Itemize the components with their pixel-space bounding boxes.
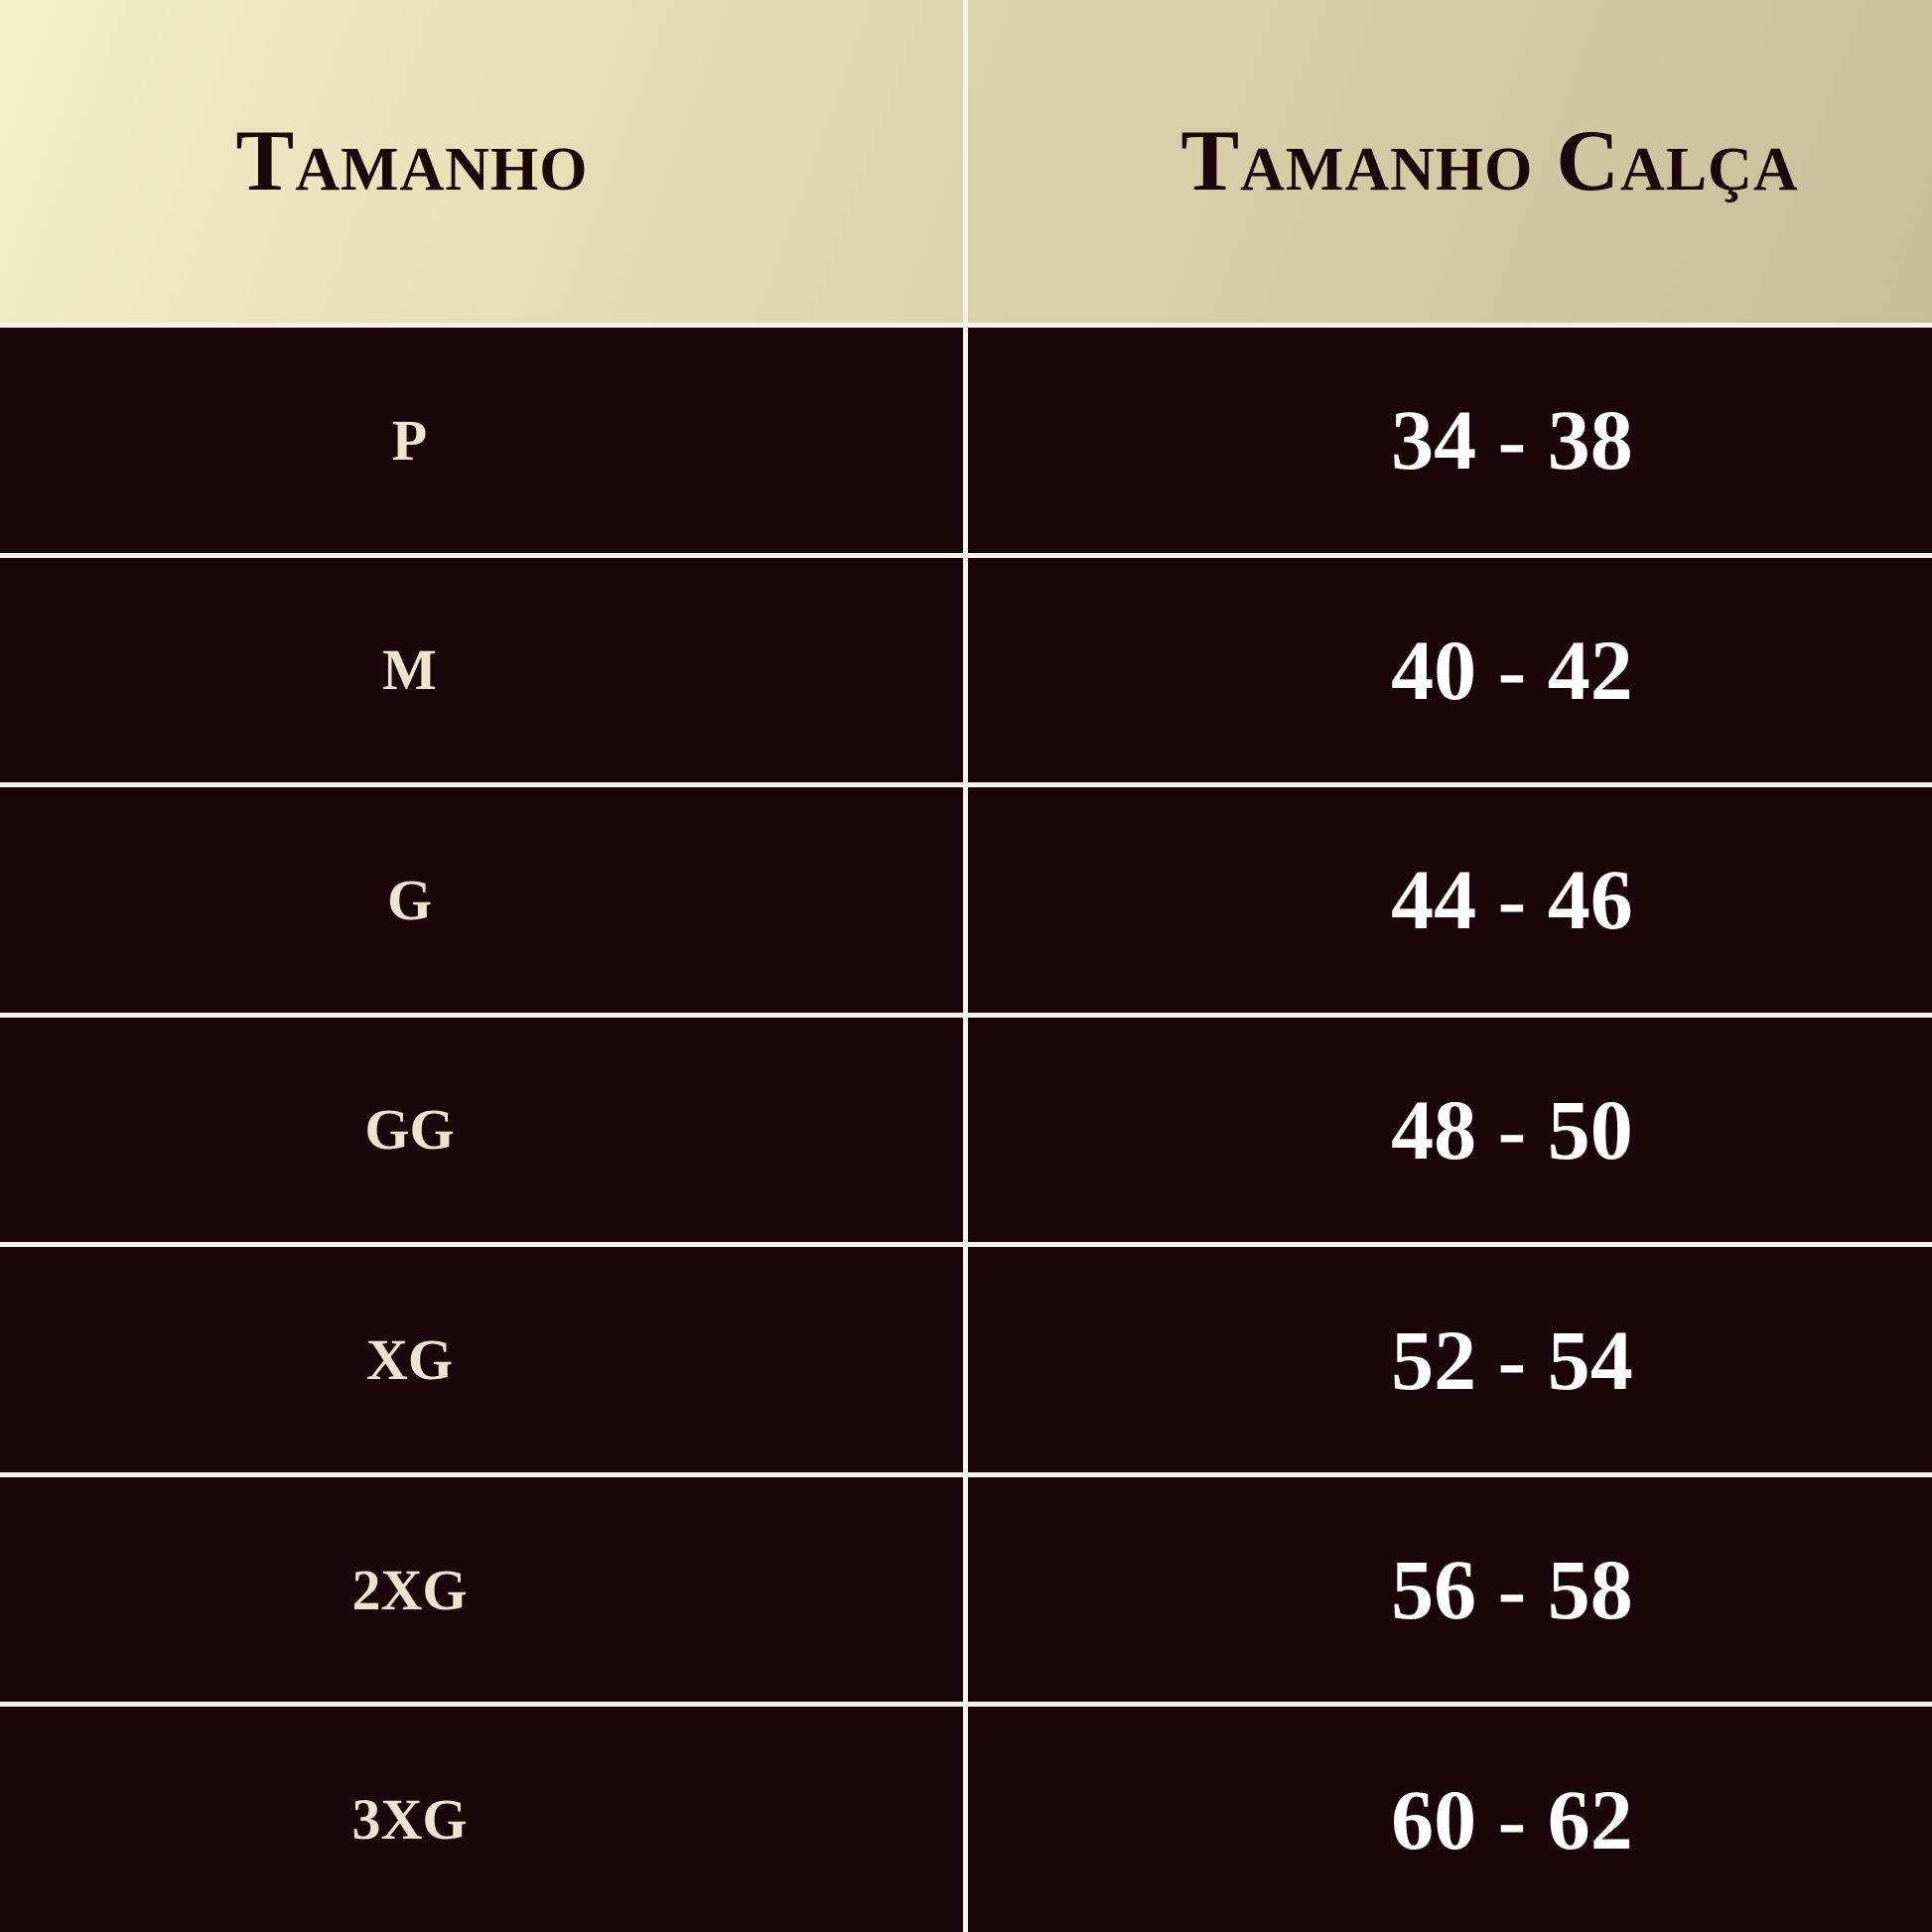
pants-range-cell: 34 - 38	[968, 328, 1932, 553]
size-cell: XG	[0, 1247, 963, 1472]
size-cell: P	[0, 328, 963, 553]
pants-range-cell: 48 - 50	[968, 1017, 1932, 1243]
pants-range-cell: 60 - 62	[968, 1707, 1932, 1932]
pants-range-cell: 44 - 46	[968, 787, 1932, 1013]
size-cell: M	[0, 557, 963, 783]
header-pants-size: Tamanho Calça	[968, 0, 1932, 323]
size-cell: 3XG	[0, 1707, 963, 1932]
pants-range-cell: 56 - 58	[968, 1476, 1932, 1703]
size-cell: GG	[0, 1017, 963, 1243]
pants-range-cell: 52 - 54	[968, 1247, 1932, 1472]
pants-range-cell: 40 - 42	[968, 557, 1932, 783]
size-cell: 2XG	[0, 1476, 963, 1703]
header-size: Tamanho	[0, 0, 963, 323]
size-cell: G	[0, 787, 963, 1013]
